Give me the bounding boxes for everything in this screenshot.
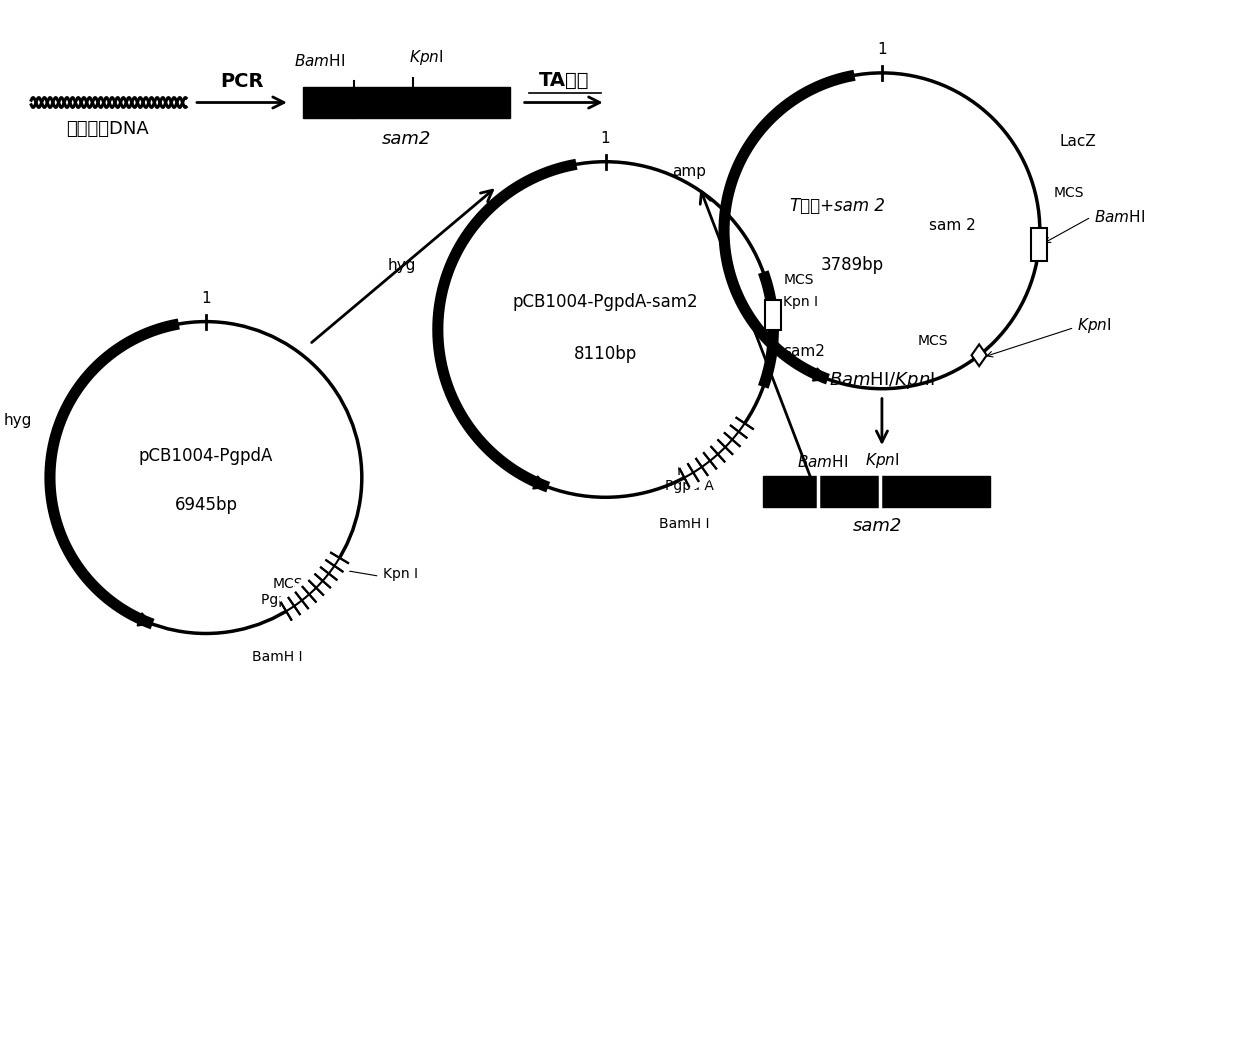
- Text: T载体+sam 2: T载体+sam 2: [790, 197, 885, 215]
- Text: pCB1004-PgpdA: pCB1004-PgpdA: [139, 447, 273, 465]
- Text: hyg: hyg: [4, 413, 32, 428]
- Text: MCS: MCS: [784, 273, 813, 287]
- Text: MCS: MCS: [918, 334, 949, 348]
- Text: Pgpd A: Pgpd A: [262, 593, 310, 607]
- Text: pCB1004-PgpdA-sam2: pCB1004-PgpdA-sam2: [513, 292, 698, 311]
- Text: $\it{Kpn}$I: $\it{Kpn}$I: [1078, 316, 1111, 335]
- Text: PCR: PCR: [221, 72, 264, 90]
- Text: 1: 1: [201, 290, 211, 306]
- Polygon shape: [972, 344, 987, 366]
- Text: 6945bp: 6945bp: [175, 496, 237, 514]
- Text: $\it{Kpn}$I: $\it{Kpn}$I: [409, 48, 443, 67]
- Text: BamH I: BamH I: [252, 650, 303, 665]
- Text: 酿酒酵母DNA: 酿酒酵母DNA: [66, 120, 149, 138]
- Text: sam2: sam2: [382, 130, 432, 148]
- Polygon shape: [812, 368, 828, 381]
- Text: LacZ: LacZ: [1059, 135, 1096, 149]
- Text: TA克隆: TA克隆: [539, 71, 589, 89]
- Bar: [765, 300, 781, 330]
- Bar: [764, 476, 991, 507]
- Text: MCS: MCS: [273, 578, 304, 591]
- Polygon shape: [533, 476, 548, 488]
- Text: $\it{Bam}$HI/$\it{Kpn}$I: $\it{Bam}$HI/$\it{Kpn}$I: [830, 370, 935, 391]
- Text: MCS: MCS: [677, 464, 707, 478]
- Text: amp: amp: [672, 164, 707, 179]
- Text: BamH I: BamH I: [660, 517, 709, 531]
- Polygon shape: [138, 613, 153, 626]
- Text: sam 2: sam 2: [929, 219, 976, 233]
- Text: 8110bp: 8110bp: [574, 345, 637, 363]
- Text: $\it{Bam}$HI: $\it{Bam}$HI: [1094, 209, 1146, 225]
- Bar: [303, 87, 510, 118]
- Text: MCS: MCS: [1054, 187, 1084, 200]
- Text: $\it{Kpn}$I: $\it{Kpn}$I: [864, 451, 899, 470]
- Text: sam2: sam2: [852, 517, 901, 535]
- Text: Kpn I: Kpn I: [784, 295, 818, 309]
- Text: sam2: sam2: [784, 343, 825, 359]
- Text: 1: 1: [600, 131, 610, 146]
- Text: $\it{Bam}$HI: $\it{Bam}$HI: [294, 53, 345, 68]
- Text: 1: 1: [877, 43, 887, 57]
- Text: Pgpd A: Pgpd A: [665, 479, 714, 494]
- Text: 3789bp: 3789bp: [821, 256, 884, 275]
- Text: hyg: hyg: [388, 258, 417, 273]
- Bar: [1032, 228, 1047, 261]
- Text: Kpn I: Kpn I: [382, 567, 418, 582]
- Text: $\it{Bam}$HI: $\it{Bam}$HI: [797, 453, 848, 470]
